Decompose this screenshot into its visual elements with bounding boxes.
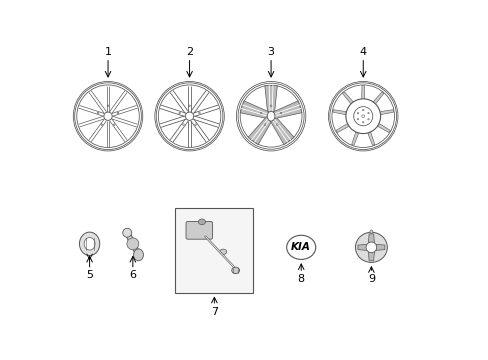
Ellipse shape xyxy=(179,112,180,114)
Polygon shape xyxy=(367,234,374,247)
Ellipse shape xyxy=(357,118,358,120)
Text: 8: 8 xyxy=(297,274,304,284)
Polygon shape xyxy=(357,244,370,251)
Ellipse shape xyxy=(107,105,109,107)
Text: 4: 4 xyxy=(359,47,366,57)
Polygon shape xyxy=(351,132,358,145)
Text: 6: 6 xyxy=(129,270,136,280)
Ellipse shape xyxy=(113,124,115,125)
Ellipse shape xyxy=(101,124,102,125)
Polygon shape xyxy=(247,114,273,145)
Polygon shape xyxy=(268,114,293,145)
Polygon shape xyxy=(370,244,384,251)
Ellipse shape xyxy=(355,232,386,262)
Polygon shape xyxy=(367,132,374,145)
Ellipse shape xyxy=(286,235,315,260)
Ellipse shape xyxy=(361,115,364,118)
Ellipse shape xyxy=(126,238,139,250)
Polygon shape xyxy=(377,124,389,132)
Polygon shape xyxy=(367,247,374,261)
Ellipse shape xyxy=(97,112,99,114)
Ellipse shape xyxy=(353,107,372,126)
Ellipse shape xyxy=(345,99,380,134)
Polygon shape xyxy=(240,101,271,119)
Ellipse shape xyxy=(195,124,196,125)
Ellipse shape xyxy=(367,112,368,114)
Polygon shape xyxy=(361,86,364,99)
Ellipse shape xyxy=(280,112,281,114)
Ellipse shape xyxy=(183,124,184,125)
Ellipse shape xyxy=(357,112,358,114)
Ellipse shape xyxy=(366,242,376,253)
Text: 1: 1 xyxy=(104,47,111,57)
Ellipse shape xyxy=(117,112,119,114)
Ellipse shape xyxy=(133,249,143,261)
Ellipse shape xyxy=(276,124,278,126)
Ellipse shape xyxy=(270,105,271,107)
Text: 7: 7 xyxy=(210,306,218,316)
Ellipse shape xyxy=(260,112,262,114)
Polygon shape xyxy=(335,124,348,132)
Ellipse shape xyxy=(369,230,372,234)
Ellipse shape xyxy=(267,111,274,121)
FancyBboxPatch shape xyxy=(175,208,253,293)
Ellipse shape xyxy=(198,219,205,225)
Ellipse shape xyxy=(362,109,363,111)
Text: 5: 5 xyxy=(86,270,93,280)
Ellipse shape xyxy=(122,228,131,237)
Polygon shape xyxy=(269,101,302,119)
Text: 9: 9 xyxy=(367,274,374,284)
Text: 2: 2 xyxy=(185,47,193,57)
Text: 3: 3 xyxy=(267,47,274,57)
Polygon shape xyxy=(125,231,141,256)
Ellipse shape xyxy=(185,112,193,120)
Polygon shape xyxy=(332,110,346,115)
Ellipse shape xyxy=(188,105,190,107)
Ellipse shape xyxy=(80,232,100,256)
Text: KIA: KIA xyxy=(291,242,310,252)
Polygon shape xyxy=(264,86,277,116)
Ellipse shape xyxy=(219,249,226,255)
Polygon shape xyxy=(373,92,383,104)
Ellipse shape xyxy=(84,238,95,250)
Ellipse shape xyxy=(231,267,239,274)
Ellipse shape xyxy=(103,112,112,120)
Ellipse shape xyxy=(264,124,265,126)
Ellipse shape xyxy=(198,112,200,114)
Polygon shape xyxy=(342,92,352,104)
FancyBboxPatch shape xyxy=(185,221,212,239)
Polygon shape xyxy=(380,110,393,115)
Ellipse shape xyxy=(367,118,368,120)
Ellipse shape xyxy=(362,122,363,123)
